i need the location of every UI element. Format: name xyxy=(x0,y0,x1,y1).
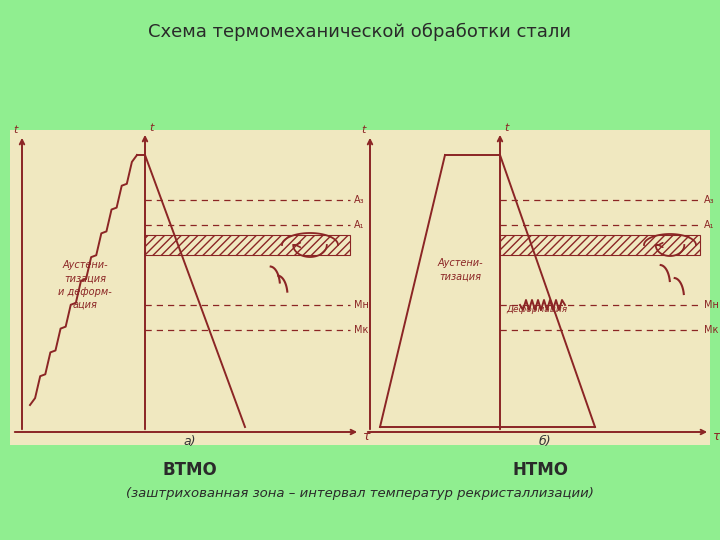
Text: Мн: Мн xyxy=(354,300,369,310)
Text: Мк: Мк xyxy=(354,325,369,335)
Text: А₃: А₃ xyxy=(354,195,364,205)
Text: (заштрихованная зона – интервал температур рекристаллизации): (заштрихованная зона – интервал температ… xyxy=(126,488,594,501)
Bar xyxy=(500,235,700,255)
Text: t: t xyxy=(149,123,153,133)
Text: Мк: Мк xyxy=(704,325,719,335)
Text: t: t xyxy=(504,123,508,133)
Text: Деформация: Деформация xyxy=(506,306,567,314)
Text: Схема термомеханической обработки стали: Схема термомеханической обработки стали xyxy=(148,23,572,41)
Text: ВТМО: ВТМО xyxy=(163,461,217,479)
Text: а): а) xyxy=(184,435,197,449)
Text: А₃: А₃ xyxy=(704,195,715,205)
Text: б): б) xyxy=(539,435,552,449)
Text: НТМО: НТМО xyxy=(512,461,568,479)
Text: А₁: А₁ xyxy=(354,220,364,230)
Text: Аустени-
тизация
и деформ-
ация: Аустени- тизация и деформ- ация xyxy=(58,260,112,310)
Text: Мн: Мн xyxy=(704,300,719,310)
Text: Аустени-
тизация: Аустени- тизация xyxy=(437,259,483,281)
Text: t: t xyxy=(13,125,17,135)
Text: τ: τ xyxy=(364,429,371,442)
Text: τ: τ xyxy=(714,429,720,442)
Text: А₁: А₁ xyxy=(704,220,714,230)
Text: t: t xyxy=(361,125,365,135)
Bar xyxy=(145,235,350,255)
Bar xyxy=(10,130,710,445)
